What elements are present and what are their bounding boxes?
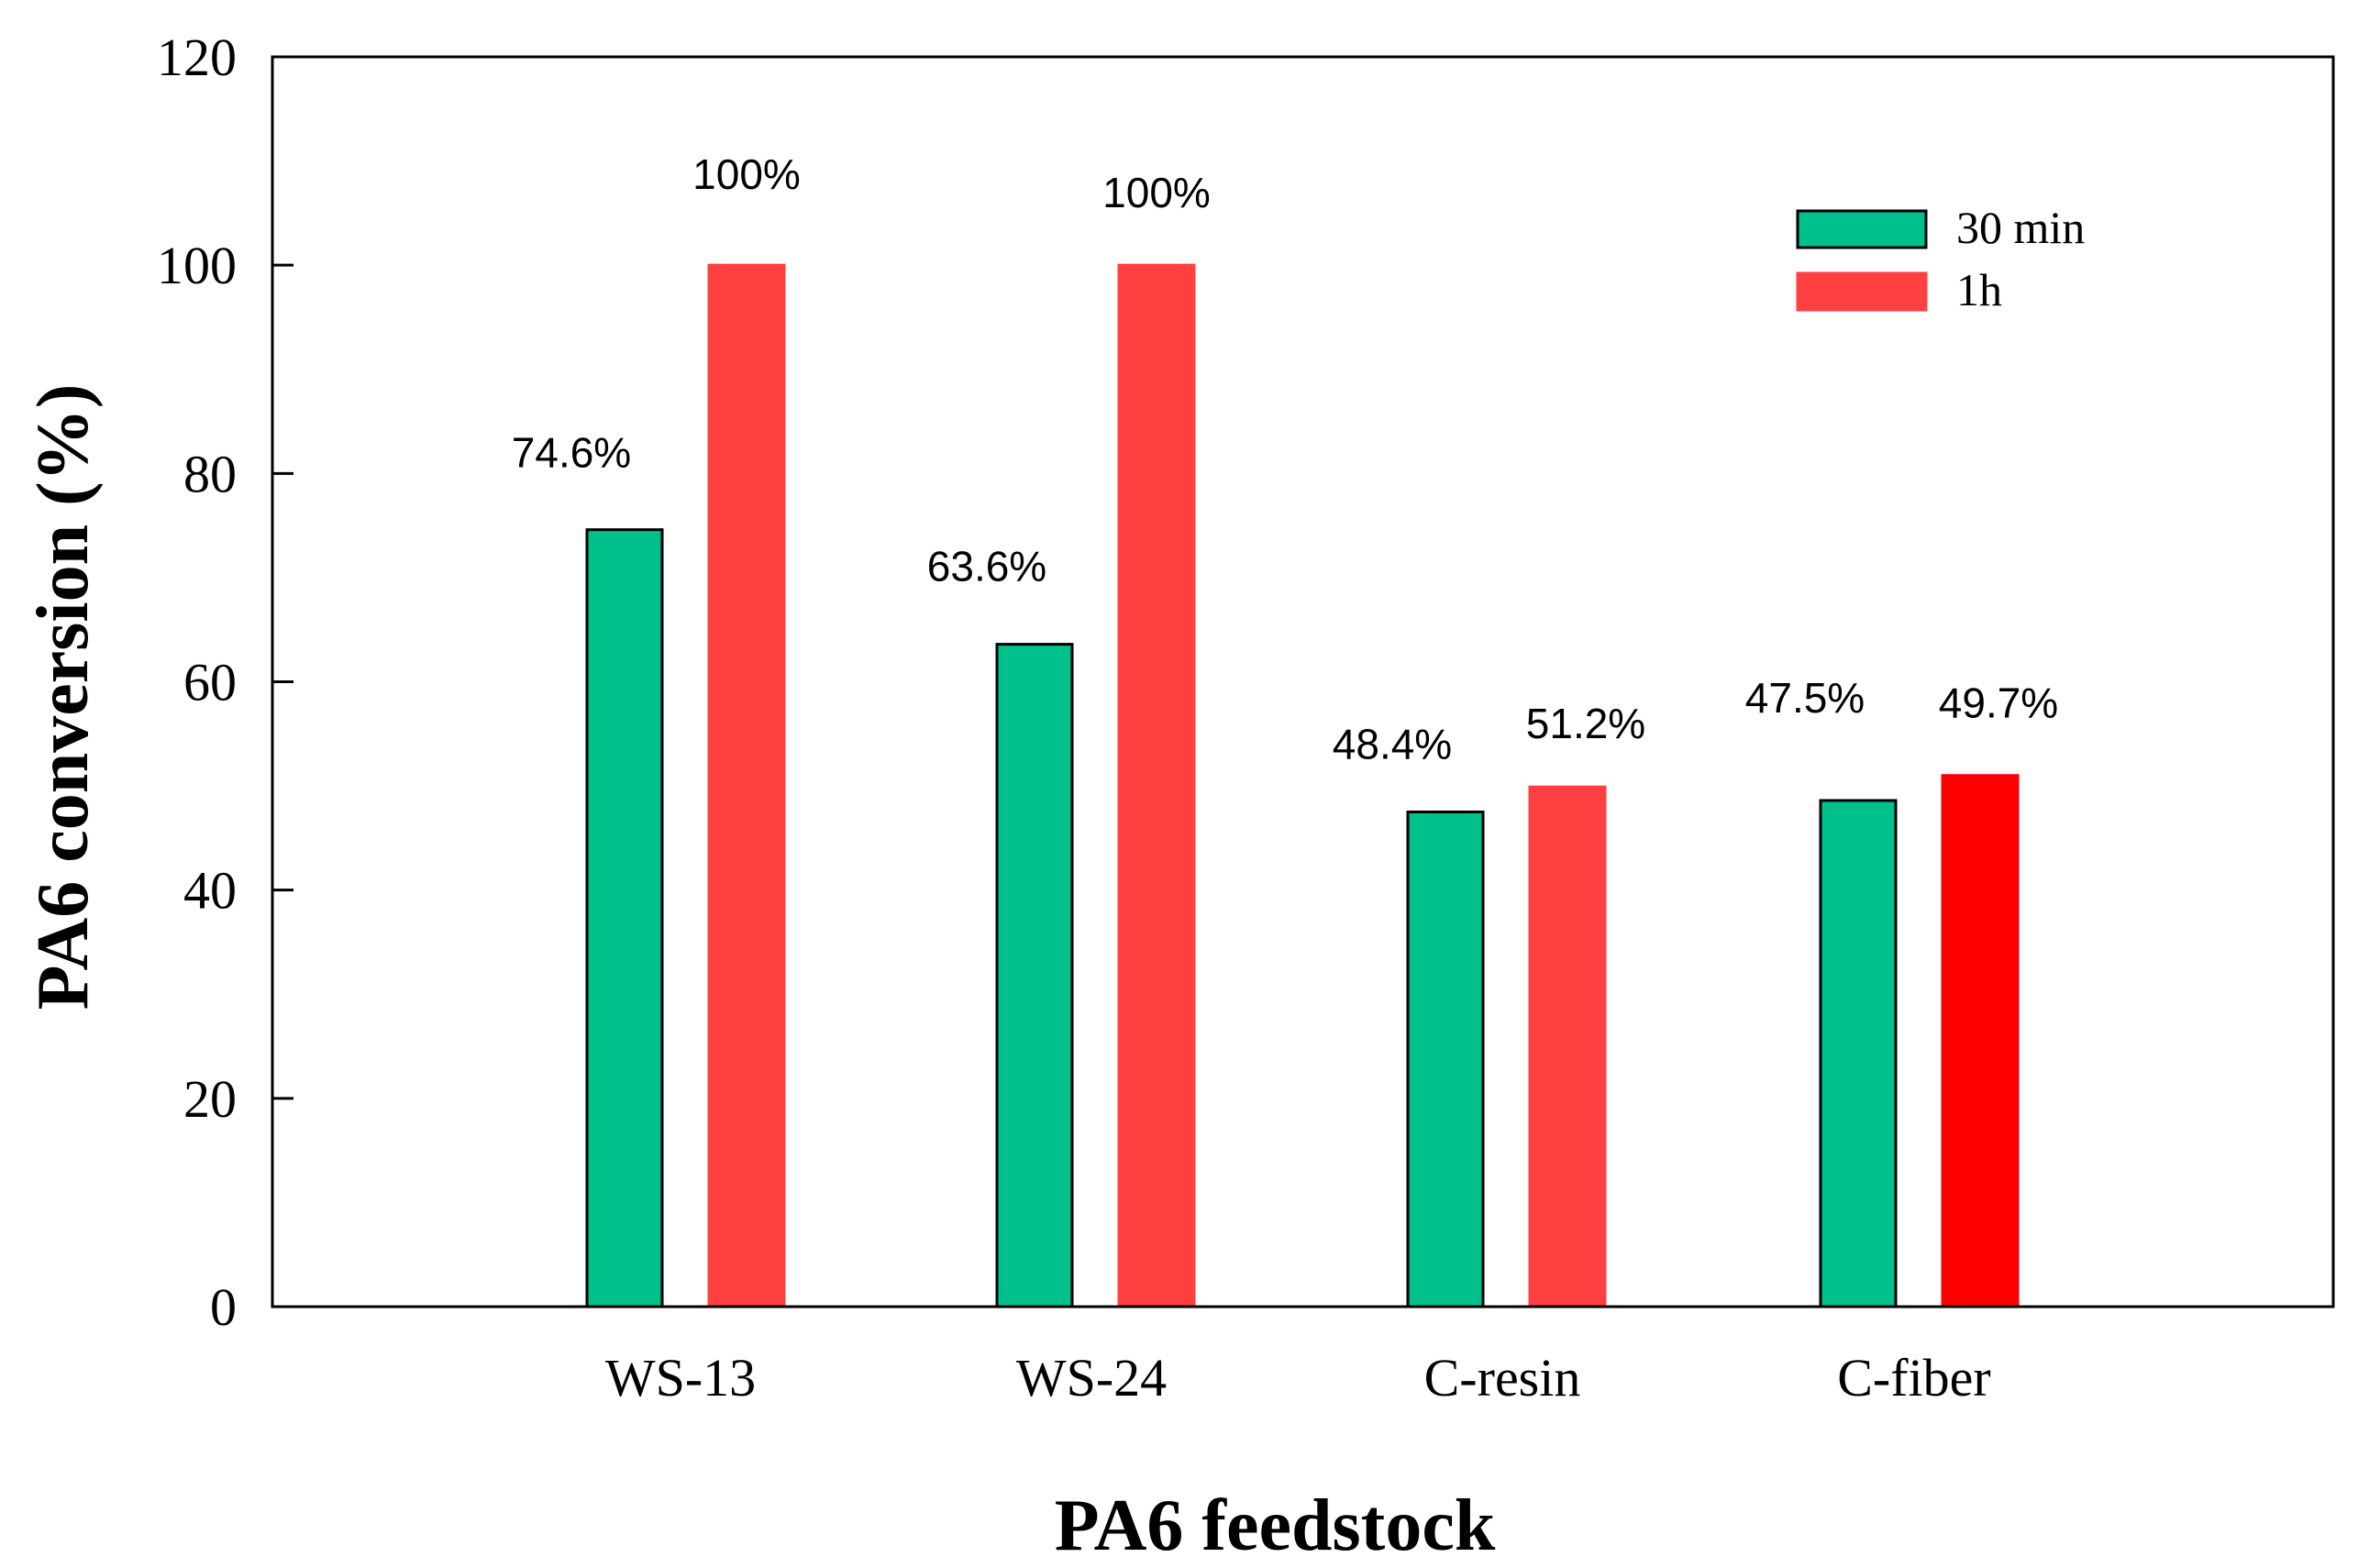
y-ticks-layer: 0 20 40 60 80 100 120 [157, 28, 293, 1337]
bar-c-resin-1h [1528, 785, 1607, 1309]
y-tick-label-120: 120 [157, 28, 237, 87]
data-label-c-resin-1h: 51.2% [1526, 700, 1645, 747]
data-label-c-fiber-1h: 49.7% [1939, 679, 2058, 727]
data-label-ws-13-30-min: 74.6% [512, 429, 631, 477]
x-category-label-ws-24: WS-24 [1016, 1348, 1167, 1408]
y-tick-label-20: 20 [183, 1069, 237, 1129]
bar-ws-24-1h [1117, 263, 1196, 1309]
x-category-label-c-resin: C-resin [1424, 1348, 1581, 1408]
data-labels-layer: 74.6% 63.6% 48.4% 47.5% 100% 100% 51.2% 49.7% [512, 150, 2058, 767]
y-tick-label-40: 40 [183, 861, 237, 921]
bar-ws-13-30-min [585, 528, 664, 1309]
data-label-ws-13-1h: 100% [692, 150, 801, 198]
bar-c-fiber-1h [1941, 774, 2020, 1309]
x-axis-title: PA6 feedstock [1055, 1485, 1496, 1566]
x-category-label-ws-13: WS-13 [605, 1348, 756, 1408]
bar-c-fiber-30-min [1819, 799, 1898, 1309]
legend-label-30-min: 30 min [1956, 202, 2085, 253]
data-label-ws-24-1h: 100% [1102, 169, 1211, 216]
bar-ws-24-30-min [995, 643, 1074, 1309]
legend: 30 min 1h [1796, 202, 2085, 315]
bar-ws-13-1h [707, 263, 786, 1309]
x-category-label-c-fiber: C-fiber [1837, 1348, 1991, 1408]
data-label-c-fiber-30-min: 47.5% [1745, 674, 1865, 722]
y-tick-label-0: 0 [210, 1277, 237, 1337]
data-label-ws-24-30-min: 63.6% [927, 543, 1046, 591]
legend-label-1h: 1h [1956, 264, 2002, 315]
x-categories-layer: WS-13 WS-24 C-resin C-fiber [605, 1348, 1991, 1408]
legend-swatch-30-min [1796, 209, 1928, 249]
legend-swatch-1h [1796, 271, 1928, 312]
bars-layer [585, 263, 2020, 1309]
y-tick-label-60: 60 [183, 653, 237, 712]
y-axis-title: PA6 conversion (%) [23, 384, 104, 1010]
data-label-c-resin-30-min: 48.4% [1333, 720, 1452, 767]
bar-c-resin-30-min [1406, 810, 1485, 1309]
y-tick-label-80: 80 [183, 444, 237, 503]
y-tick-label-100: 100 [157, 236, 237, 295]
plot-frame [271, 55, 2335, 1309]
